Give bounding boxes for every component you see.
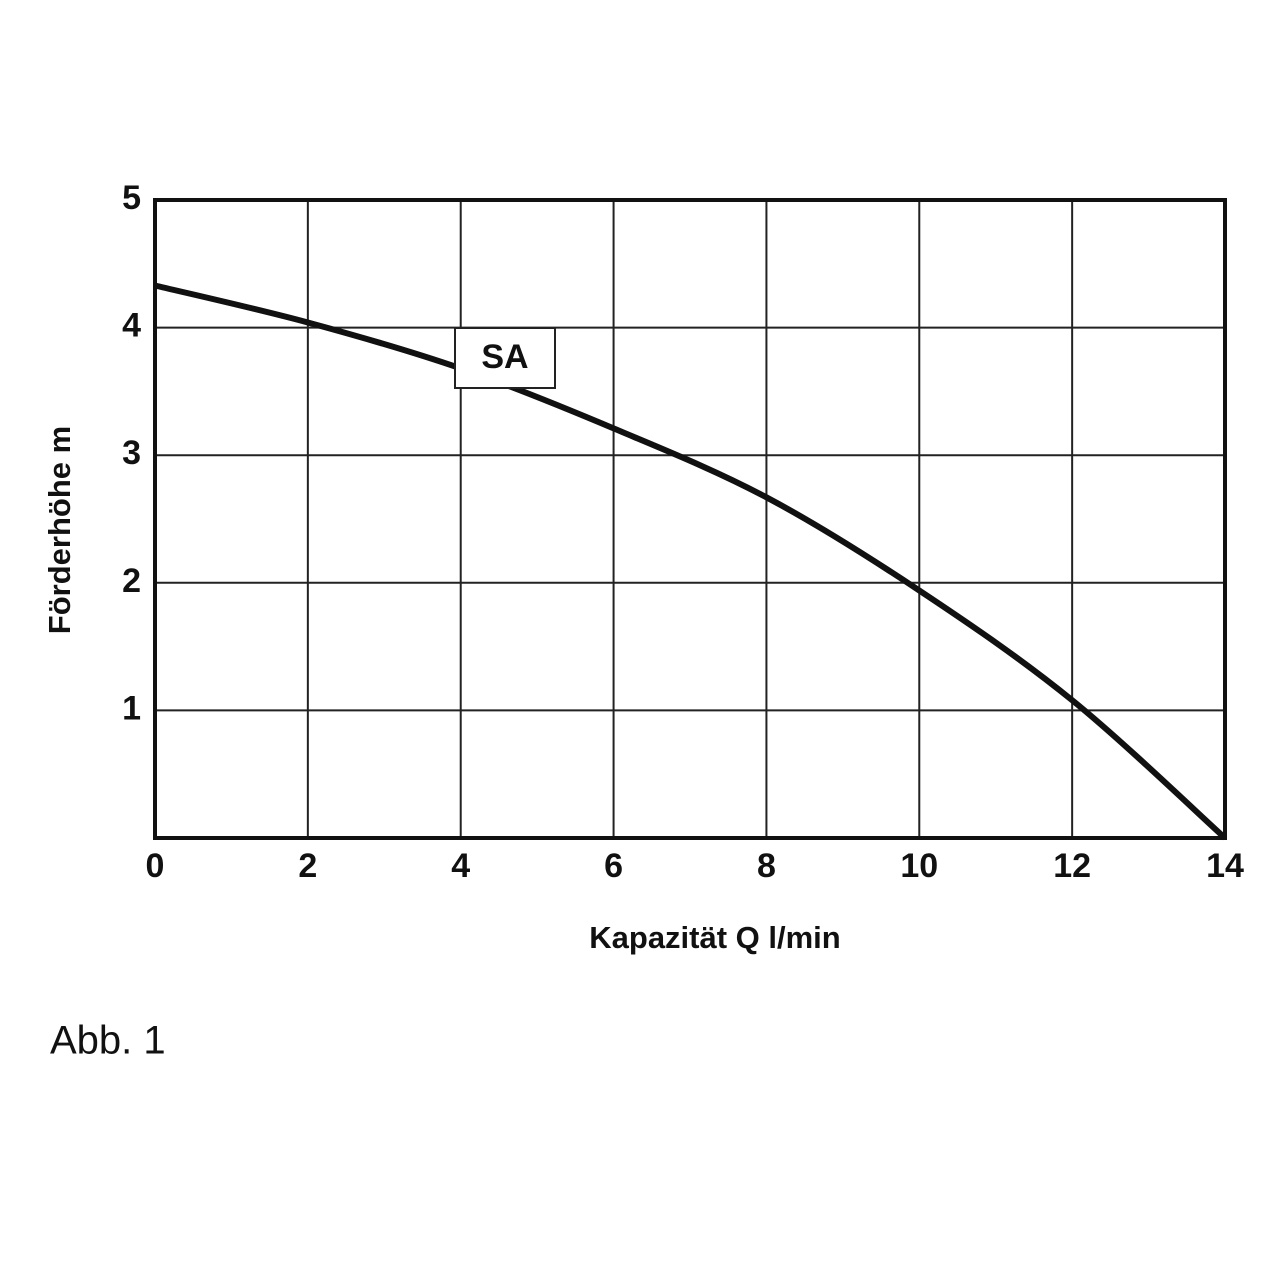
y-tick-label: 3 — [122, 434, 141, 472]
x-tick-label: 2 — [298, 847, 317, 885]
x-tick-label: 4 — [451, 847, 470, 885]
series-label-box — [454, 327, 556, 389]
x-tick-label: 6 — [604, 847, 623, 885]
x-tick-label: 10 — [900, 847, 938, 885]
series-label: SA — [481, 338, 528, 376]
x-tick-label: 8 — [757, 847, 776, 885]
caption: Abb. 1 — [50, 1019, 166, 1063]
x-axis-label: Kapazität Q l/min — [589, 920, 840, 955]
x-tick-label: 0 — [146, 847, 165, 885]
x-tick-label: 14 — [1206, 847, 1244, 885]
x-tick-label: 12 — [1053, 847, 1091, 885]
y-axis-label: Förderhöhe m — [42, 426, 77, 634]
plot-frame — [153, 198, 1227, 840]
y-tick-label: 1 — [122, 689, 141, 727]
y-tick-label: 2 — [122, 562, 141, 600]
y-tick-label: 5 — [122, 179, 141, 217]
line — [154, 282, 1228, 841]
y-tick-label: 4 — [122, 307, 141, 345]
